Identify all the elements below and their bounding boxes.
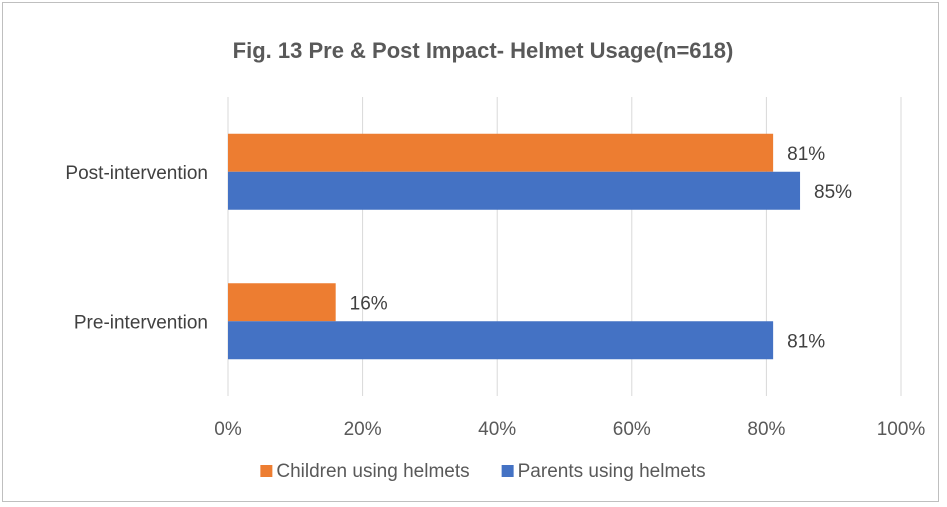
category-label: Pre-intervention [74, 312, 208, 333]
bar-parents [228, 171, 801, 210]
legend-swatch [501, 465, 514, 477]
x-tick-label: 0% [214, 419, 242, 440]
x-tick-label: 20% [344, 419, 382, 440]
category-labels: Post-intervention Pre-intervention [65, 163, 208, 334]
chart-title: Fig. 13 Pre & Post Impact- Helmet Usage(… [233, 38, 734, 63]
x-tick-label: 80% [747, 419, 785, 440]
legend-label: Children using helmets [276, 461, 469, 482]
x-tick-label: 40% [478, 419, 516, 440]
data-label: 16% [350, 293, 388, 314]
data-labels: 81% 85% 16% 81% [350, 144, 853, 353]
x-tick-label: 60% [613, 419, 651, 440]
data-label: 81% [787, 331, 825, 352]
bar-children [228, 133, 774, 172]
data-label: 85% [814, 182, 852, 203]
x-axis-tick-labels: 0% 20% 40% 60% 80% 100% [214, 419, 925, 440]
legend-label: Parents using helmets [518, 461, 706, 482]
bar-children [228, 283, 336, 322]
bars [228, 133, 801, 360]
legend-swatch [260, 465, 273, 477]
bar-parents [228, 321, 774, 360]
data-label: 81% [787, 144, 825, 165]
legend-item: Children using helmets [260, 461, 470, 482]
category-label: Post-intervention [65, 163, 208, 184]
legend-item: Parents using helmets [501, 461, 706, 482]
x-tick-label: 100% [877, 419, 926, 440]
legend: Children using helmets Parents using helm… [260, 461, 706, 482]
chart-frame [2, 2, 939, 502]
